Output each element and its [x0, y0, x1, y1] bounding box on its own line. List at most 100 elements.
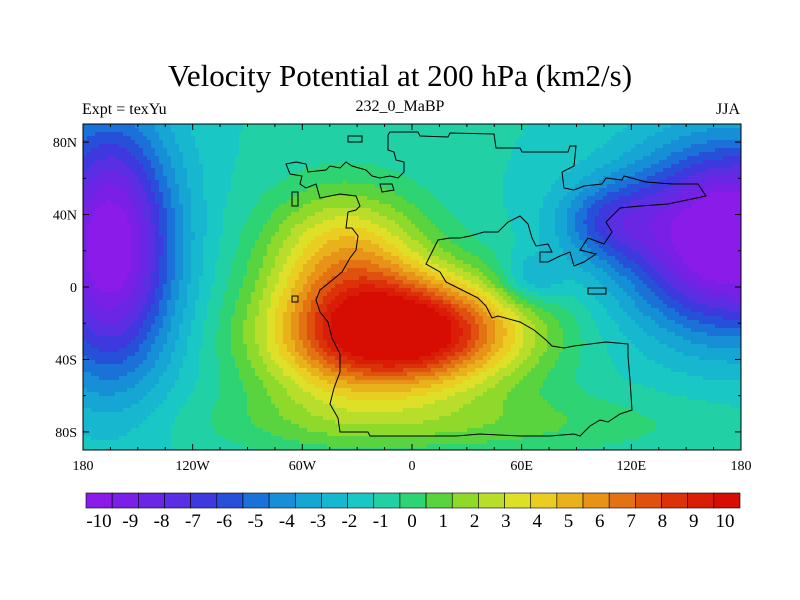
- field-cell: [171, 124, 176, 129]
- field-cell: [323, 160, 328, 165]
- field-cell: [515, 224, 520, 229]
- field-cell: [719, 240, 724, 245]
- field-cell: [459, 148, 464, 153]
- field-cell: [655, 188, 660, 193]
- field-cell: [127, 156, 132, 161]
- field-cell: [647, 172, 652, 177]
- field-cell: [343, 164, 348, 169]
- field-cell: [627, 148, 632, 153]
- field-cell: [567, 212, 572, 217]
- field-cell: [727, 220, 732, 225]
- field-cell: [615, 144, 620, 149]
- field-cell: [127, 144, 132, 149]
- field-cell: [711, 188, 716, 193]
- field-cell: [719, 136, 724, 141]
- field-cell: [295, 192, 300, 197]
- field-cell: [507, 212, 512, 217]
- field-cell: [375, 128, 380, 133]
- field-cell: [227, 148, 232, 153]
- field-cell: [343, 152, 348, 157]
- field-cell: [603, 208, 608, 213]
- field-cell: [339, 148, 344, 153]
- field-cell: [263, 132, 268, 137]
- field-cell: [263, 176, 268, 181]
- field-cell: [363, 172, 368, 177]
- field-cell: [283, 140, 288, 145]
- field-cell: [735, 232, 740, 237]
- field-cell: [479, 168, 484, 173]
- field-cell: [519, 220, 524, 225]
- field-cell: [707, 240, 712, 245]
- field-cell: [487, 216, 492, 221]
- field-cell: [167, 140, 172, 145]
- field-cell: [523, 168, 528, 173]
- field-cell: [363, 240, 368, 245]
- field-cell: [219, 200, 224, 205]
- field-cell: [727, 148, 732, 153]
- field-cell: [471, 180, 476, 185]
- field-cell: [575, 204, 580, 209]
- field-cell: [403, 200, 408, 205]
- field-cell: [111, 128, 116, 133]
- field-cell: [443, 124, 448, 129]
- field-cell: [579, 164, 584, 169]
- field-cell: [399, 200, 404, 205]
- field-cell: [695, 144, 700, 149]
- field-cell: [131, 132, 136, 137]
- field-cell: [191, 184, 196, 189]
- field-cell: [275, 200, 280, 205]
- field-cell: [223, 172, 228, 177]
- field-cell: [87, 188, 92, 193]
- field-cell: [207, 152, 212, 157]
- field-cell: [307, 240, 312, 245]
- field-cell: [403, 176, 408, 181]
- field-cell: [551, 212, 556, 217]
- field-cell: [291, 168, 296, 173]
- field-cell: [247, 208, 252, 213]
- field-cell: [203, 240, 208, 245]
- field-cell: [627, 168, 632, 173]
- field-cell: [295, 196, 300, 201]
- field-cell: [131, 228, 136, 233]
- field-cell: [215, 192, 220, 197]
- field-cell: [303, 152, 308, 157]
- field-cell: [187, 204, 192, 209]
- field-cell: [187, 168, 192, 173]
- field-cell: [523, 200, 528, 205]
- field-cell: [107, 140, 112, 145]
- field-cell: [423, 144, 428, 149]
- field-cell: [415, 168, 420, 173]
- field-cell: [151, 132, 156, 137]
- field-cell: [451, 148, 456, 153]
- field-cell: [643, 208, 648, 213]
- field-cell: [639, 128, 644, 133]
- field-cell: [351, 204, 356, 209]
- field-cell: [319, 208, 324, 213]
- field-cell: [411, 212, 416, 217]
- field-cell: [563, 128, 568, 133]
- field-cell: [383, 176, 388, 181]
- field-cell: [463, 136, 468, 141]
- field-cell: [107, 124, 112, 129]
- field-cell: [127, 236, 132, 241]
- field-cell: [639, 160, 644, 165]
- field-cell: [531, 188, 536, 193]
- field-cell: [227, 228, 232, 233]
- field-cell: [323, 172, 328, 177]
- field-cell: [383, 148, 388, 153]
- field-cell: [355, 176, 360, 181]
- field-cell: [399, 188, 404, 193]
- field-cell: [503, 188, 508, 193]
- field-cell: [659, 128, 664, 133]
- field-cell: [711, 240, 716, 245]
- field-cell: [563, 160, 568, 165]
- field-cell: [535, 188, 540, 193]
- field-cell: [127, 152, 132, 157]
- field-cell: [435, 128, 440, 133]
- field-cell: [587, 200, 592, 205]
- field-cell: [299, 208, 304, 213]
- field-cell: [295, 168, 300, 173]
- field-cell: [255, 176, 260, 181]
- field-cell: [351, 220, 356, 225]
- field-cell: [543, 212, 548, 217]
